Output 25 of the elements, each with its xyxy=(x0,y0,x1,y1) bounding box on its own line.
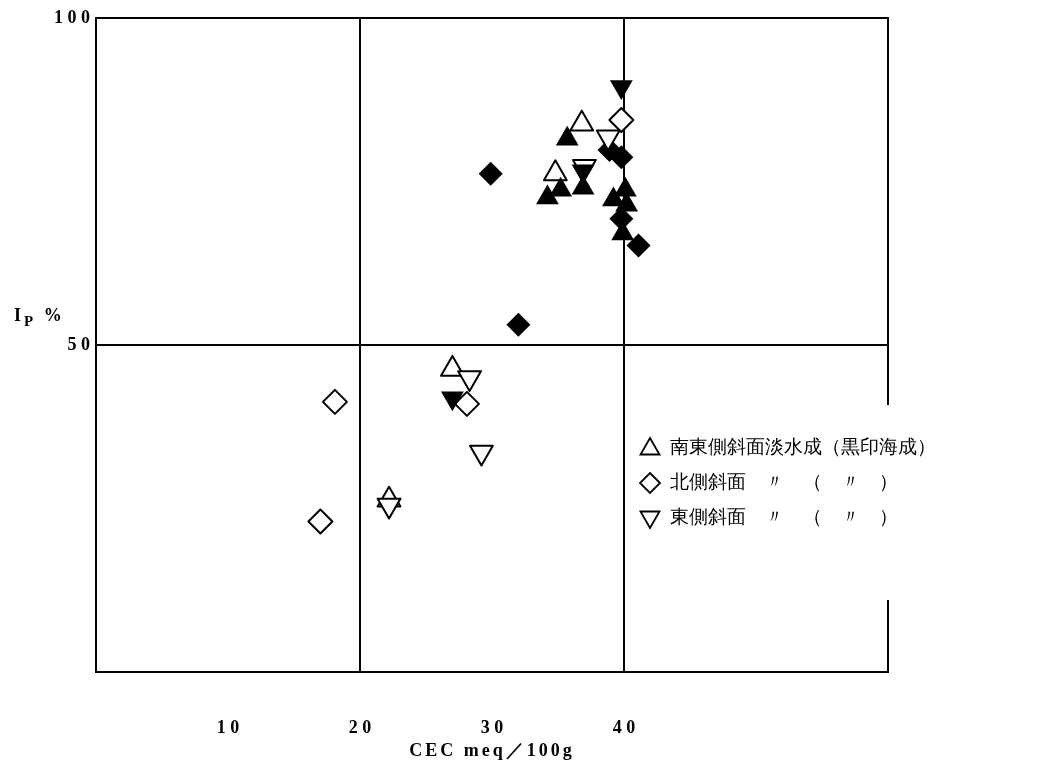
x-tick-label: 2 0 xyxy=(348,717,372,738)
legend-label: 東側斜面 〃 （ 〃 ） xyxy=(670,504,898,527)
point xyxy=(478,161,503,186)
point xyxy=(549,176,573,197)
point xyxy=(321,388,348,415)
point xyxy=(608,107,635,134)
point xyxy=(613,176,637,197)
point xyxy=(506,312,531,337)
y-tick-label: 5 0 xyxy=(67,333,90,354)
point xyxy=(536,184,559,205)
y-tick-label: 1 0 0 xyxy=(54,6,90,27)
x-tick-label: 1 0 xyxy=(216,717,240,738)
point xyxy=(626,233,651,258)
x-tick-label: 3 0 xyxy=(480,717,504,738)
legend-label: 北側斜面 〃 （ 〃 ） xyxy=(670,469,898,492)
point xyxy=(609,145,634,170)
point xyxy=(453,390,480,417)
x-axis-title: CEC meq／100g xyxy=(408,739,576,762)
x-tick-label: 4 0 xyxy=(612,717,636,738)
y-axis-title: I$_{P}$ % xyxy=(14,305,65,330)
legend-label: 南東側斜面淡水成（黒印海成） xyxy=(670,434,936,457)
point xyxy=(555,125,579,146)
point xyxy=(307,508,334,535)
point xyxy=(569,109,595,132)
point xyxy=(542,159,568,182)
